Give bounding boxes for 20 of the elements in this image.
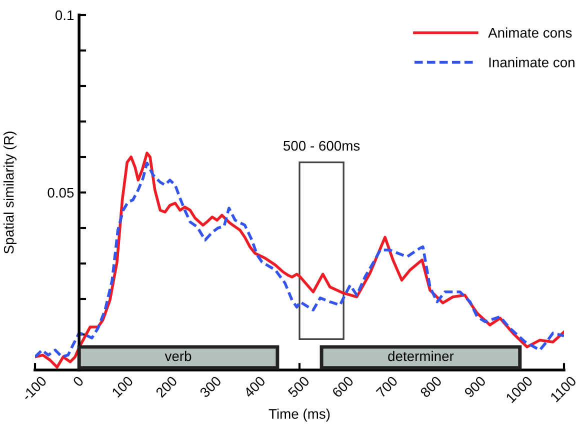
x-tick-label: 500 xyxy=(287,376,310,398)
band-label: 500 - 600ms xyxy=(284,140,360,151)
legend-label: Inanimate con xyxy=(489,57,574,68)
y-tick-label: 0.05 xyxy=(48,188,74,198)
y-axis-title: Spatial similarity (R) xyxy=(4,132,16,254)
legend-label: Animate cons xyxy=(488,28,572,38)
x-tick-label: -100 xyxy=(21,376,48,402)
x-tick-label: 400 xyxy=(243,376,266,398)
x-tick-label: 0 xyxy=(72,376,84,388)
band-label: verb xyxy=(164,350,192,362)
x-tick-label: 800 xyxy=(420,376,442,398)
y-tick-label: 0.1 xyxy=(55,10,74,20)
x-tick-label: 600 xyxy=(332,376,354,398)
x-tick-label: 200 xyxy=(155,376,178,398)
x-tick-label: 700 xyxy=(376,376,398,398)
x-tick-label: 100 xyxy=(111,376,134,398)
x-tick-label: 300 xyxy=(199,376,222,398)
band-label: determiner xyxy=(388,350,454,362)
x-tick-label: 900 xyxy=(464,376,486,398)
x-axis-title: Time (ms) xyxy=(268,408,330,422)
